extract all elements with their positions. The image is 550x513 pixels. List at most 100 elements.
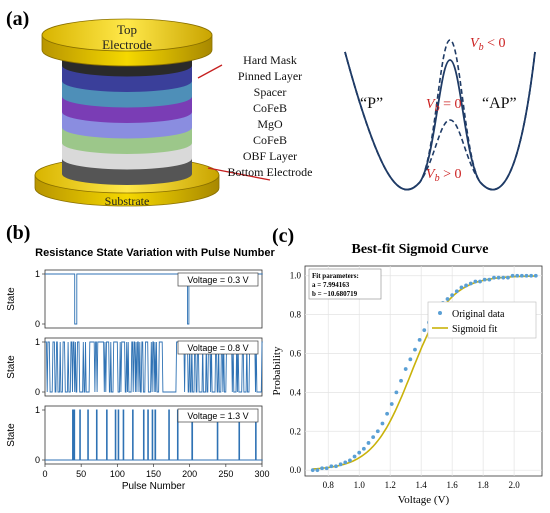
x-tick-label: 1.8 [478,480,490,490]
legend-frame [427,301,537,339]
y-axis-label: State [6,355,17,379]
data-point [366,441,371,445]
data-point [352,454,357,459]
data-point [533,273,538,278]
legend-box [177,408,259,423]
layer-label-2: Spacer [254,85,287,99]
x-tick-label: 0 [42,469,47,479]
chart-c-title: Best-fit Sigmoid Curve [351,242,489,257]
data-point [482,277,487,282]
data-point [473,279,478,284]
energy-landscape: “P” “AP” Vb < 0 Vb = 0 Vb > 0 [344,36,536,191]
data-point [445,297,450,301]
resistance-state-chart: 0 1 State Voltage = 0.3 V 0 1 State Voltage = 0… [6,269,270,492]
hard-mask-arrow [197,64,223,79]
layer-label-1: Pinned Layer [238,69,302,83]
chart-legend: Original data Sigmoid fit [427,301,537,339]
layer-labels: Hard Mask Pinned Layer Spacer CoFeB MgO CoFeB… [228,53,313,179]
x-tick-label: 50 [76,469,86,479]
vb-positive-label: Vb > 0 [426,167,461,184]
y-tick-label: 1 [35,337,40,347]
data-point [422,328,427,333]
data-point [529,273,534,278]
data-point [338,462,343,467]
panel-b-label: (b) [6,222,31,244]
substrate-label: Substrate [105,194,150,208]
data-point [496,275,501,280]
layer-label-6: OBF Layer [243,149,297,163]
x-tick-label: 1.6 [447,480,459,490]
data-point [385,411,389,416]
x-tick-label: 2.0 [508,480,520,490]
top-electrode-label-1: Top [117,22,137,37]
subplot-legend: Voltage = 0.3 V [177,272,259,287]
panel-a-label: (a) [6,8,30,30]
y-tick-label: 0.4 [290,387,302,397]
mtj-stack-illustration: Top Electrode Substrate Hard Mask Pinned … [34,18,313,208]
data-point [320,466,324,471]
data-point [506,275,510,280]
x-tick-label: 250 [218,469,233,479]
state-p-label: “P” [360,95,383,112]
data-point [454,289,459,294]
sigmoid-fit-chart: 0.0 0.2 0.4 0.6 0.8 1.0 0.8 1.0 1.2 1.4 1.6 1.8 2.0 V… [271,265,543,506]
legend-text: Voltage = 1.3 V [187,411,248,421]
x-axis-label: Voltage (V) [398,494,450,506]
x-tick-label: 100 [110,469,125,479]
data-point [394,390,399,395]
plot-frame [304,265,543,477]
layer-label-7: Bottom Electrode [228,165,313,179]
chart-b-title: Resistance State Variation with Pulse Nu… [35,247,275,259]
x-tick-label: 1.0 [354,480,366,490]
data-point [361,446,366,451]
layer-label-0: Hard Mask [243,53,297,67]
layer-label-5: CoFeB [253,133,287,147]
y-tick-label: 0 [35,387,40,397]
legend-text: Voltage = 0.3 V [187,275,248,285]
subplot-1: 0 1 State Voltage = 0.8 V [6,337,263,397]
data-point [408,357,413,362]
x-tick-label: 1.2 [385,480,396,490]
data-point [389,402,394,406]
data-point [464,283,468,288]
fit-box-frame [308,268,382,300]
y-axis-label: State [6,423,17,447]
vb-zero-label: Vb = 0 [426,97,461,114]
data-point [524,273,529,278]
x-tick-label: 200 [182,469,197,479]
data-point [334,464,338,469]
subplot-0: 0 1 State Voltage = 0.3 V [6,269,263,329]
data-point [343,460,348,465]
data-point [459,285,464,290]
data-point [348,458,352,463]
data-point [492,275,496,280]
data-point [417,337,422,342]
data-point [478,279,482,284]
bottom-electrode-arrow [207,167,271,181]
fit-param-a: a = 7.994163 [312,281,350,289]
data-point [510,273,515,278]
y-tick-label: 0.0 [290,465,302,475]
x-tick-label: 300 [254,469,269,479]
top-electrode-disk [41,18,213,67]
data-point [501,275,506,280]
x-tick-label: 1.4 [416,480,428,490]
x-tick-label: 150 [146,469,161,479]
y-tick-label: 0 [35,319,40,329]
y-axis-label: State [6,287,17,311]
data-point [403,367,408,371]
y-tick-label: 1.0 [290,271,302,281]
legend-box [177,340,259,355]
legend-text: Voltage = 0.8 V [187,343,248,353]
data-point [315,468,320,473]
data-point [450,293,455,298]
data-point [375,429,380,434]
data-point [371,435,376,440]
y-tick-label: 0.6 [290,349,302,359]
y-tick-label: 0 [35,455,40,465]
data-point [310,468,315,473]
vb-negative-label: Vb < 0 [470,36,505,53]
y-axis-label: Probability [271,346,283,395]
data-point [413,347,417,352]
legend-label-data: Original data [452,309,505,320]
